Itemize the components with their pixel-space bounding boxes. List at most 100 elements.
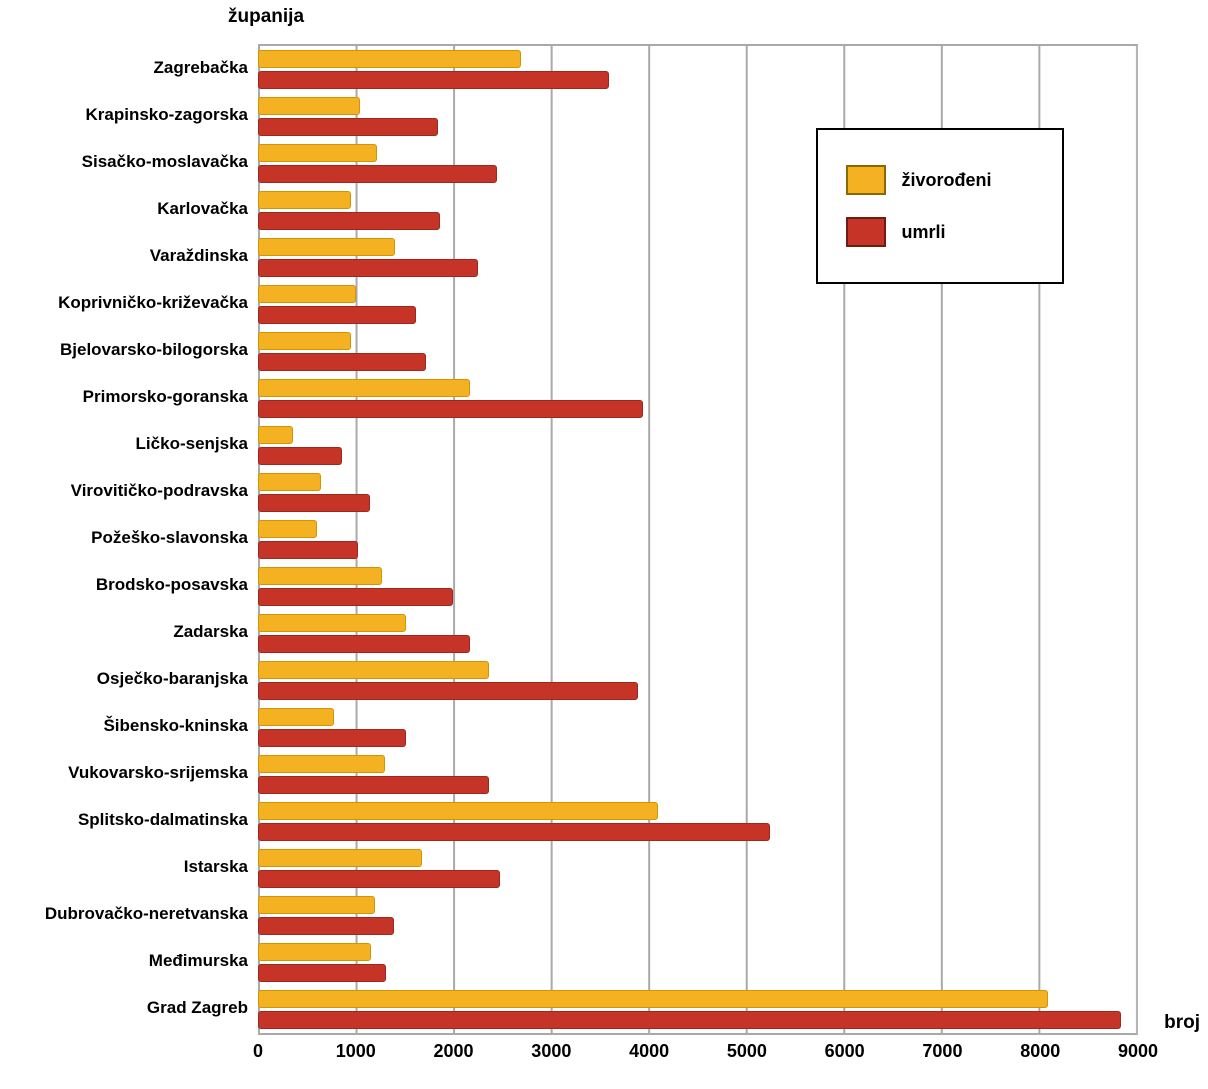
category-label: Brodsko-posavska — [95, 574, 248, 594]
bar-umrli — [258, 1011, 1122, 1029]
bar-zivorodeni — [258, 990, 1049, 1008]
x-tick-label: 9000 — [1117, 1041, 1159, 1061]
legend: živorođeni umrli — [815, 128, 1064, 284]
bar-umrli — [258, 400, 644, 418]
bar-umrli — [258, 212, 441, 230]
category-label: Splitsko-dalmatinska — [77, 809, 248, 829]
bar-umrli — [258, 635, 470, 653]
bar-zivorodeni — [258, 238, 395, 256]
category-label: Ličko-senjska — [135, 433, 248, 453]
x-tick-label: 6000 — [824, 1041, 865, 1061]
bar-umrli — [258, 306, 417, 324]
category-row — [258, 610, 1136, 657]
category-row — [258, 892, 1136, 939]
legend-label-births: živorođeni — [901, 169, 992, 190]
x-tick-label: 4000 — [629, 1041, 670, 1061]
category-label: Vukovarsko-srijemska — [68, 762, 248, 782]
category-row — [258, 704, 1136, 751]
bar-zivorodeni — [258, 144, 378, 162]
x-tick-label: 0 — [252, 1041, 264, 1061]
bar-zivorodeni — [258, 755, 385, 773]
bar-zivorodeni — [258, 97, 361, 115]
bar-zivorodeni — [258, 896, 376, 914]
legend-item-deaths: umrli — [845, 217, 1062, 247]
bar-zivorodeni — [258, 50, 522, 68]
category-row — [258, 281, 1136, 328]
bar-umrli — [258, 165, 497, 183]
category-label: Primorsko-goranska — [82, 386, 248, 406]
category-label: Međimurska — [148, 950, 248, 970]
x-tick-label: 3000 — [531, 1041, 572, 1061]
category-label: Varaždinska — [149, 245, 248, 265]
category-label: Požeško-slavonska — [91, 527, 248, 547]
category-row — [258, 328, 1136, 375]
category-label: Koprivničko-križevačka — [58, 292, 248, 312]
category-labels-column: Zagrebačka Krapinsko-zagorska Sisačko-mosl… — [0, 44, 258, 1035]
bar-umrli — [258, 118, 439, 136]
bar-umrli — [258, 259, 478, 277]
category-row — [258, 140, 1136, 187]
category-label: Virovitičko-podravska — [70, 480, 248, 500]
category-row — [258, 469, 1136, 516]
category-label: Karlovačka — [157, 198, 248, 218]
bar-zivorodeni — [258, 426, 294, 444]
x-tick-label: 5000 — [726, 1041, 767, 1061]
x-tick-label: 1000 — [335, 1041, 376, 1061]
category-label: Zagrebačka — [153, 57, 249, 77]
category-row — [258, 939, 1136, 986]
bar-umrli — [258, 588, 454, 606]
category-row — [258, 845, 1136, 892]
bar-zivorodeni — [258, 473, 322, 491]
category-row — [258, 234, 1136, 281]
category-label: Grad Zagreb — [146, 997, 248, 1017]
x-tick-label: 7000 — [922, 1041, 963, 1061]
x-tick-label: 8000 — [1020, 1041, 1061, 1061]
bar-umrli — [258, 447, 342, 465]
bar-umrli — [258, 776, 490, 794]
bar-umrli — [258, 823, 771, 841]
y-axis-title: županija — [228, 6, 305, 27]
category-row — [258, 751, 1136, 798]
category-row — [258, 563, 1136, 610]
category-label: Zadarska — [173, 621, 248, 641]
bar-zivorodeni — [258, 191, 351, 209]
bar-umrli — [258, 964, 386, 982]
bar-umrli — [258, 494, 371, 512]
bar-zivorodeni — [258, 802, 658, 820]
bar-zivorodeni — [258, 285, 356, 303]
category-label: Šibensko-kninska — [103, 715, 248, 735]
bar-zivorodeni — [258, 614, 407, 632]
category-label: Bjelovarsko-bilogorska — [59, 339, 248, 359]
bar-umrli — [258, 682, 639, 700]
category-row — [258, 187, 1136, 234]
category-label: Sisačko-moslavačka — [81, 151, 248, 171]
bar-umrli — [258, 541, 358, 559]
category-row — [258, 516, 1136, 563]
bar-umrli — [258, 870, 500, 888]
legend-item-births: živorođeni — [845, 165, 1062, 195]
category-row — [258, 93, 1136, 140]
category-label: Istarska — [183, 856, 248, 876]
legend-swatch-deaths-icon — [845, 217, 886, 247]
x-tick-label: 2000 — [433, 1041, 474, 1061]
bar-zivorodeni — [258, 379, 470, 397]
category-label: Dubrovačko-neretvanska — [44, 903, 248, 923]
bar-zivorodeni — [258, 661, 490, 679]
category-label: Krapinsko-zagorska — [85, 104, 249, 124]
category-row — [258, 986, 1136, 1033]
x-axis: 0 1000 2000 3000 4000 5000 6000 7000 8000 9000 — [253, 1035, 1158, 1065]
category-row — [258, 375, 1136, 422]
bar-zivorodeni — [258, 567, 382, 585]
bar-zivorodeni — [258, 849, 422, 867]
category-row — [258, 798, 1136, 845]
bar-zivorodeni — [258, 708, 335, 726]
legend-label-deaths: umrli — [901, 221, 946, 242]
x-axis-title: broj — [1164, 1012, 1200, 1033]
bar-zivorodeni — [258, 520, 317, 538]
bar-umrli — [258, 917, 394, 935]
bar-umrli — [258, 353, 426, 371]
plot-area: živorođeni umrli — [258, 44, 1138, 1035]
category-row — [258, 422, 1136, 469]
bar-umrli — [258, 71, 610, 89]
category-label: Osječko-baranjska — [96, 668, 248, 688]
